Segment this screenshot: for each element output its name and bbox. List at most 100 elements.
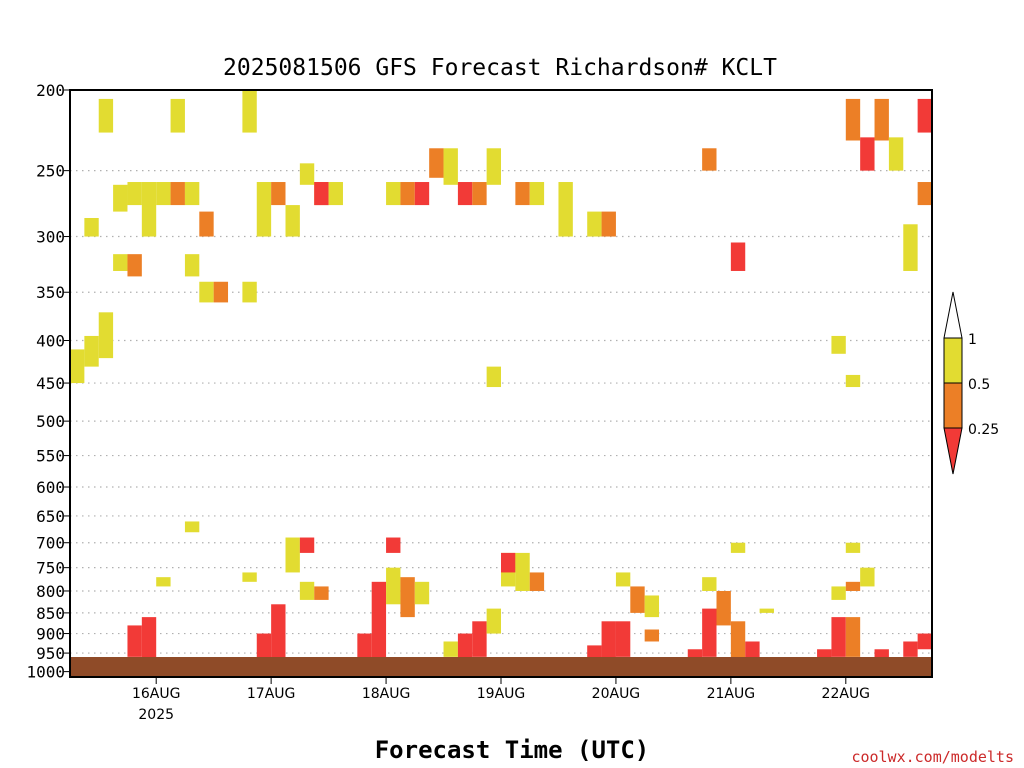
ri-cell-2 — [84, 217, 99, 237]
ri-cell-81 — [630, 586, 645, 613]
ri-cell-71 — [472, 621, 487, 657]
ri-cell-39 — [587, 211, 602, 237]
xtick-year-label: 2025 — [138, 707, 174, 723]
ri-cell-89 — [730, 621, 746, 665]
ytick-label-400: 400 — [36, 331, 65, 350]
xtick-label-19AUG: 19AUG — [477, 686, 526, 702]
ri-cell-36 — [515, 182, 530, 206]
ri-cell-100 — [903, 641, 918, 657]
ri-cell-62 — [314, 586, 329, 600]
ri-cell-98 — [860, 567, 875, 587]
chart-title: 2025081506 GFS Forecast Richardson# KCLT — [223, 55, 777, 81]
ri-cell-48 — [888, 137, 904, 171]
ri-cell-50 — [917, 98, 932, 133]
ri-cell-61 — [299, 581, 315, 600]
ytick-label-950: 950 — [36, 644, 65, 663]
ri-cell-0 — [70, 349, 85, 384]
ri-cell-44 — [845, 374, 861, 388]
ri-cell-56 — [242, 572, 257, 582]
ytick-label-250: 250 — [36, 162, 65, 181]
legend-yellow-swatch — [943, 337, 963, 384]
xtick-label-17AUG: 17AUG — [247, 686, 296, 702]
ri-cell-47 — [874, 98, 889, 141]
ytick-label-550: 550 — [36, 447, 65, 466]
ri-cell-96 — [845, 581, 861, 591]
x-axis-ticks: 16AUG 2025 17AUG 18AUG 19AUG 20AUG 21AUG 22AUG — [132, 677, 870, 723]
ri-cell-22 — [285, 205, 300, 237]
ri-cell-53 — [141, 617, 157, 665]
ri-cell-13 — [184, 182, 200, 206]
y-axis-ticks: 200 250 300 350 400 450 500 550 600 650 700 750 800 8… — [26, 81, 70, 682]
ri-cell-94 — [831, 617, 846, 657]
ri-cell-17 — [213, 281, 229, 303]
ri-cell-45 — [845, 98, 861, 141]
ri-cell-82 — [644, 595, 660, 618]
ri-cell-60 — [299, 537, 315, 553]
ri-cell-8 — [127, 254, 142, 277]
ri-cell-54 — [156, 577, 171, 587]
legend-above-1-triangle — [943, 291, 963, 339]
ri-cell-86 — [702, 608, 717, 657]
ri-cell-9 — [141, 182, 157, 237]
ri-cell-25 — [314, 182, 329, 206]
ri-cell-4 — [98, 98, 114, 133]
ri-cell-101 — [917, 633, 932, 650]
legend-red-triangle — [943, 427, 963, 475]
ri-cell-18 — [242, 90, 257, 133]
ri-cell-66 — [386, 567, 401, 605]
ri-cell-20 — [256, 182, 272, 237]
legend-label-1: 1 — [968, 332, 977, 348]
ri-cell-76 — [529, 572, 545, 591]
ytick-label-700: 700 — [36, 534, 65, 553]
ri-cell-87 — [716, 590, 731, 626]
xtick-label-21AUG: 21AUG — [707, 686, 756, 702]
ri-cell-35 — [486, 366, 501, 388]
ri-cell-65 — [386, 537, 401, 553]
ri-cell-41 — [702, 148, 717, 171]
ri-cell-58 — [271, 604, 286, 665]
ri-cell-69 — [443, 641, 458, 657]
ri-cell-23 — [299, 163, 315, 185]
ri-cell-30 — [429, 148, 444, 178]
ri-cell-40 — [601, 211, 616, 237]
ytick-label-800: 800 — [36, 582, 65, 601]
ri-cell-67 — [400, 577, 415, 618]
ri-cell-5 — [113, 184, 128, 212]
ytick-label-900: 900 — [36, 625, 65, 644]
ytick-label-850: 850 — [36, 604, 65, 623]
ri-cell-19 — [242, 281, 257, 303]
ytick-label-300: 300 — [36, 228, 65, 247]
ytick-label-600: 600 — [36, 478, 65, 497]
ri-cell-6 — [113, 254, 128, 271]
ri-cell-46 — [860, 137, 875, 171]
ri-cell-15 — [199, 211, 214, 237]
ytick-label-350: 350 — [36, 283, 65, 302]
ri-cell-52 — [127, 625, 142, 657]
ri-cell-1 — [84, 335, 99, 367]
ri-cell-37 — [529, 182, 545, 206]
ytick-label-200: 200 — [36, 81, 65, 100]
ri-cell-55 — [184, 521, 200, 533]
ri-cell-51 — [917, 182, 932, 206]
ri-cell-31 — [443, 148, 458, 185]
ytick-label-750: 750 — [36, 559, 65, 578]
ri-cell-34 — [486, 148, 501, 185]
ri-cell-14 — [184, 254, 200, 277]
ri-cell-7 — [127, 182, 142, 206]
ri-cell-32 — [457, 182, 473, 206]
ri-cell-68 — [414, 581, 430, 605]
ri-cell-88 — [730, 542, 746, 553]
ri-cell-97 — [845, 617, 861, 657]
ri-cell-75 — [515, 552, 530, 591]
ri-cell-64 — [371, 581, 387, 668]
ytick-label-1000: 1000 — [26, 663, 65, 682]
x-axis-label: Forecast Time (UTC) — [375, 736, 650, 764]
color-legend: 1 0.5 0.25 — [943, 291, 999, 475]
ri-cell-49 — [903, 224, 918, 271]
ri-cell-10 — [156, 182, 171, 206]
ri-cell-79 — [615, 621, 631, 657]
ri-cell-27 — [386, 182, 401, 206]
ri-cell-93 — [831, 586, 846, 600]
xtick-label-18AUG: 18AUG — [362, 686, 411, 702]
